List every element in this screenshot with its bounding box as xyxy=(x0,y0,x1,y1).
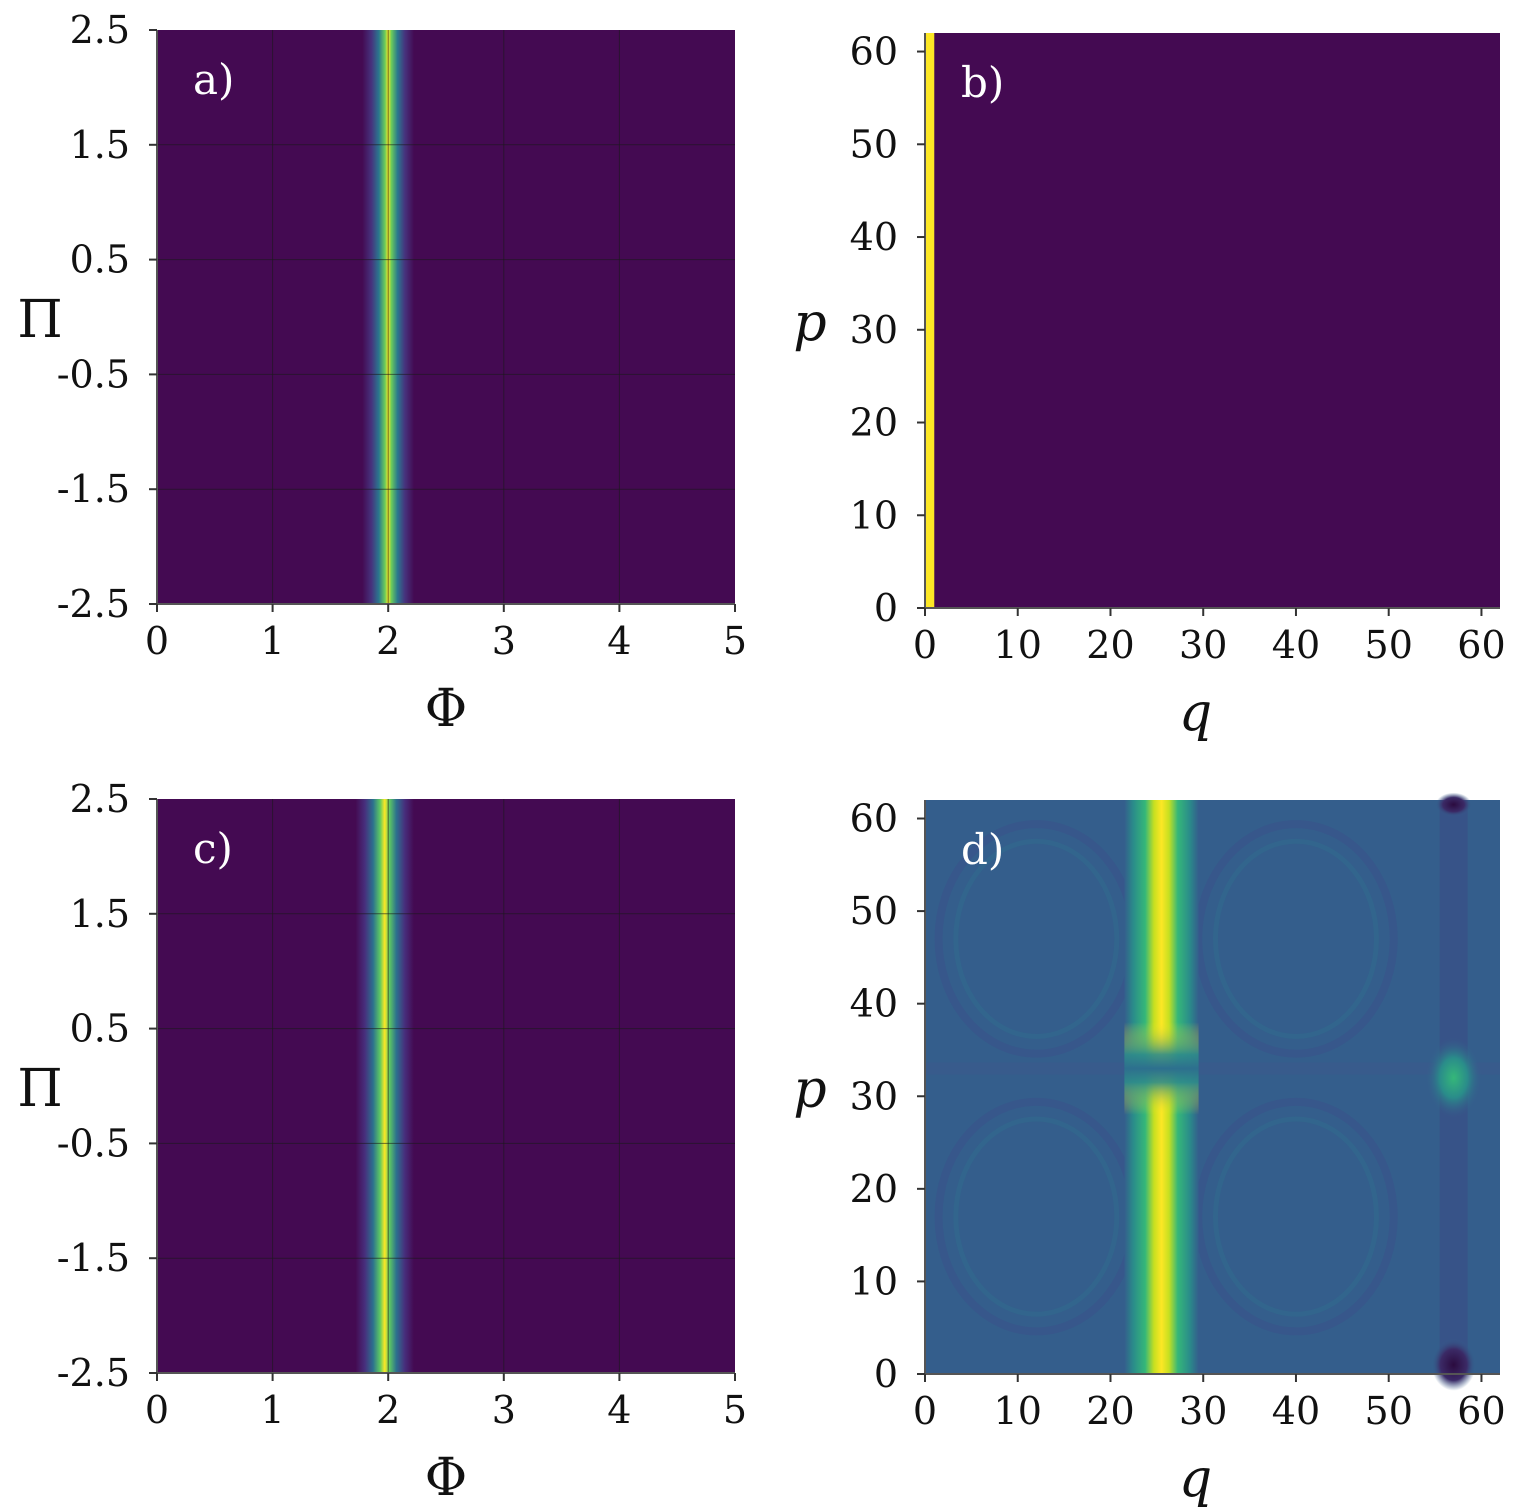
heatmap-background xyxy=(925,33,1500,608)
x-tick-label: 30 xyxy=(1179,1389,1227,1433)
x-axis-label: q xyxy=(1179,683,1212,743)
x-tick-label: 10 xyxy=(994,1389,1042,1433)
y-axis-label: p xyxy=(793,294,826,354)
y-tick-label: 40 xyxy=(850,215,898,259)
chart-panel-2: 0 10 20 30 40 50 60 60 50 40 30 20 10 0 q p b) xyxy=(793,30,1505,743)
x-tick-label: 0 xyxy=(913,623,937,667)
y-tick-label: 50 xyxy=(850,889,898,933)
x-axis-label: Φ xyxy=(425,679,468,739)
y-axis-label: Π xyxy=(17,290,62,350)
y-tick-label: 1.5 xyxy=(70,123,130,167)
x-axis-label: q xyxy=(1179,1449,1212,1507)
interference-ring xyxy=(953,838,1120,1039)
x-axis-label: Φ xyxy=(425,1448,468,1507)
x-tick-label: 20 xyxy=(1086,1389,1134,1433)
y-tick-label: 30 xyxy=(850,308,898,352)
y-tick-label: 0.5 xyxy=(70,238,130,282)
x-tick-label: 10 xyxy=(994,623,1042,667)
heatmap-background xyxy=(157,30,735,604)
interference-ring xyxy=(953,1116,1120,1317)
y-tick-label: 30 xyxy=(850,1074,898,1118)
y-tick-label: -2.5 xyxy=(57,582,130,626)
x-tick-label: 1 xyxy=(261,1388,285,1432)
panel-label: d) xyxy=(961,825,1004,874)
x-tick-label: 0 xyxy=(913,1389,937,1433)
x-tick-label: 5 xyxy=(723,619,747,663)
column-gap xyxy=(1124,1022,1199,1115)
y-tick-label: 2.5 xyxy=(70,8,130,52)
y-tick-label: 0.5 xyxy=(70,1007,130,1051)
heatmap-background xyxy=(157,799,735,1373)
x-tick-label: 60 xyxy=(1457,1389,1505,1433)
y-tick-label: 10 xyxy=(850,1259,898,1303)
y-tick-label: 60 xyxy=(850,30,898,74)
x-tick-label: 50 xyxy=(1365,1389,1413,1433)
x-tick-label: 4 xyxy=(607,1388,631,1432)
panel-label: c) xyxy=(193,824,233,873)
dark-spot xyxy=(1431,1338,1476,1391)
x-tick-label: 40 xyxy=(1272,1389,1320,1433)
y-tick-label: 10 xyxy=(850,493,898,537)
x-tick-label: 2 xyxy=(376,1388,400,1432)
x-tick-label: 50 xyxy=(1365,623,1413,667)
x-tick-label: 5 xyxy=(723,1388,747,1432)
y-tick-label: 40 xyxy=(850,982,898,1026)
y-tick-label: -1.5 xyxy=(57,1236,130,1280)
x-tick-label: 0 xyxy=(145,1388,169,1432)
interference-ring xyxy=(1212,1116,1379,1317)
y-axis-label: Π xyxy=(17,1059,62,1119)
y-tick-label: 20 xyxy=(850,1167,898,1211)
y-axis-label: p xyxy=(793,1060,826,1120)
x-tick-label: 0 xyxy=(145,619,169,663)
y-tick-label: 0 xyxy=(874,586,898,630)
dark-spot xyxy=(1435,792,1472,817)
bright-spot xyxy=(1425,1037,1482,1118)
x-tick-label: 1 xyxy=(261,619,285,663)
x-tick-label: 40 xyxy=(1272,623,1320,667)
y-tick-label: 0 xyxy=(874,1352,898,1396)
x-tick-label: 3 xyxy=(492,1388,516,1432)
chart-panel-4: 0 10 20 30 40 50 60 60 50 40 30 20 10 0 q p d) xyxy=(793,792,1506,1507)
y-tick-label: -0.5 xyxy=(57,1121,130,1165)
y-tick-label: 2.5 xyxy=(70,777,130,821)
x-tick-label: 3 xyxy=(492,619,516,663)
horizontal-seam xyxy=(925,1062,1500,1075)
x-tick-label: 20 xyxy=(1086,623,1134,667)
y-tick-label: 1.5 xyxy=(70,892,130,936)
y-tick-label: -1.5 xyxy=(57,467,130,511)
x-tick-label: 2 xyxy=(376,619,400,663)
interference-ring xyxy=(1212,838,1379,1039)
chart-panel-1: 0 1 2 3 4 5 2.5 1.5 0.5 -0.5 -1.5 -2.5 Φ Πa) xyxy=(17,8,747,739)
panel-label: b) xyxy=(961,58,1004,107)
intensity-band xyxy=(355,799,414,1373)
y-tick-label: 50 xyxy=(850,122,898,166)
y-tick-label: 60 xyxy=(850,797,898,841)
y-tick-label: 20 xyxy=(850,401,898,445)
panel-label: a) xyxy=(193,55,234,104)
x-tick-label: 60 xyxy=(1457,623,1505,667)
intensity-column xyxy=(925,33,935,608)
y-tick-label: -2.5 xyxy=(57,1351,130,1395)
y-tick-label: -0.5 xyxy=(57,352,130,396)
x-tick-label: 4 xyxy=(607,619,631,663)
x-tick-label: 30 xyxy=(1179,623,1227,667)
chart-panel-3: 0 1 2 3 4 5 2.5 1.5 0.5 -0.5 -1.5 -2.5 Φ Πc) xyxy=(17,777,747,1507)
